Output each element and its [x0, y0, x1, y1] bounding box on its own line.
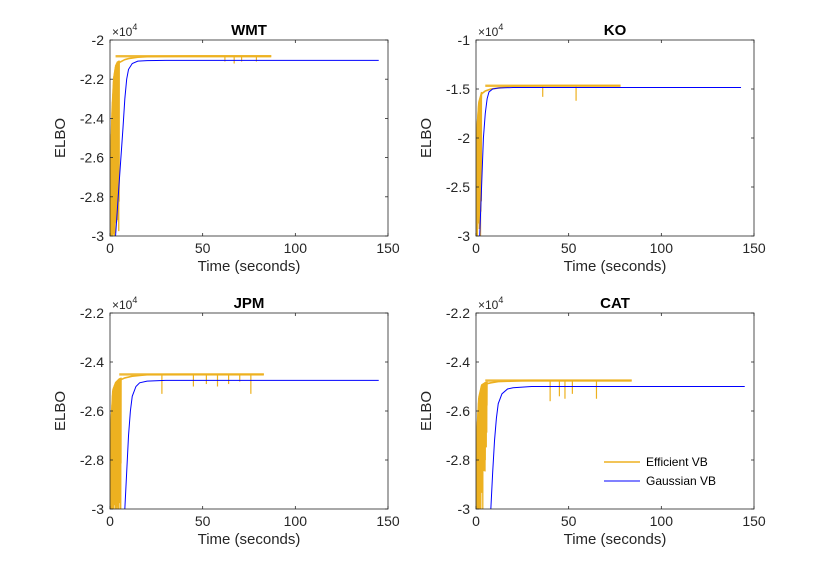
- efficient-vb-plateau-band: [485, 84, 621, 87]
- gaussian-vb-line: [479, 87, 742, 236]
- chart-title: CAT: [600, 295, 630, 312]
- y-tick-label: -2: [458, 130, 471, 146]
- chart-cat: CAT ×104 0 50 100 150 -3 -2.8 -2.6 -2.4 -2.2 Time (…: [418, 295, 766, 548]
- plot-area: [110, 373, 379, 509]
- x-axis-label: Time (seconds): [198, 258, 301, 275]
- gaussian-vb-line: [490, 386, 745, 509]
- chart-jpm: JPM ×104 0 50 100 150 -3 -2.8 -2.6 -2.4 -2.2 Time (…: [52, 295, 400, 548]
- axes-box: [475, 39, 755, 237]
- y-tick-label: -2.4: [446, 354, 470, 370]
- y-tick-label: -2.2: [80, 305, 104, 321]
- axis-multiplier: ×104: [478, 22, 503, 39]
- x-tick-label: 100: [650, 513, 674, 529]
- efficient-vb-line: [110, 55, 272, 236]
- legend-label: Gaussian VB: [646, 474, 716, 488]
- axis-multiplier: ×104: [112, 295, 137, 312]
- x-tick-label: 50: [561, 513, 577, 529]
- axes-box: [109, 312, 389, 510]
- x-axis-label: Time (seconds): [198, 531, 301, 548]
- y-axis-label: ELBO: [52, 391, 69, 431]
- x-tick-label: 0: [472, 240, 480, 256]
- x-tick-label: 150: [376, 513, 400, 529]
- x-tick-label: 150: [376, 240, 400, 256]
- y-tick-label: -2.8: [80, 452, 104, 468]
- axis-multiplier-exponent: 4: [132, 295, 137, 305]
- x-tick-label: 50: [561, 240, 577, 256]
- y-tick-label: -2.6: [80, 403, 104, 419]
- y-tick-label: -3: [92, 501, 105, 517]
- efficient-vb-plateau-band: [485, 379, 632, 382]
- x-axis-label: Time (seconds): [564, 531, 667, 548]
- y-tick-label: -3: [92, 228, 105, 244]
- x-tick-label: 50: [195, 240, 211, 256]
- x-tick-label: 150: [742, 240, 766, 256]
- axis-multiplier-base: ×10: [112, 25, 133, 39]
- legend-box: [598, 449, 744, 495]
- plot-area: [476, 84, 742, 236]
- y-tick-label: -2.6: [446, 403, 470, 419]
- y-axis-label: ELBO: [418, 391, 435, 431]
- efficient-vb-oscillation: [110, 377, 122, 509]
- y-tick-label: -2.6: [80, 150, 104, 166]
- chart-title: JPM: [234, 295, 265, 312]
- y-tick-label: -2.8: [446, 452, 470, 468]
- efficient-vb-plateau-band: [119, 373, 264, 376]
- plot-area: [110, 55, 379, 236]
- y-tick-label: -3: [458, 501, 471, 517]
- x-tick-label: 0: [106, 240, 114, 256]
- x-axis-label: Time (seconds): [564, 258, 667, 275]
- y-tick-label: -2.4: [80, 110, 104, 126]
- axis-multiplier-base: ×10: [112, 298, 133, 312]
- axis-multiplier-exponent: 4: [498, 295, 503, 305]
- axis-multiplier-exponent: 4: [132, 22, 137, 32]
- y-axis-label: ELBO: [52, 118, 69, 158]
- efficient-vb-oscillation: [110, 60, 120, 236]
- y-tick-label: -2.8: [80, 189, 104, 205]
- y-axis-label: ELBO: [418, 118, 435, 158]
- efficient-vb-line: [476, 84, 621, 158]
- gaussian-vb-line: [115, 59, 379, 236]
- y-tick-label: -3: [458, 228, 471, 244]
- axis-multiplier-base: ×10: [478, 298, 499, 312]
- plot-area: [476, 379, 745, 509]
- legend: Efficient VB Gaussian VB: [598, 449, 744, 495]
- x-tick-label: 50: [195, 513, 211, 529]
- x-tick-label: 100: [284, 513, 308, 529]
- axis-multiplier: ×104: [478, 295, 503, 312]
- efficient-vb-oscillation: [476, 381, 488, 509]
- legend-label: Efficient VB: [646, 455, 708, 469]
- y-tick-label: -2: [92, 32, 105, 48]
- chart-wmt: WMT ×104 0 50 100 150 -3 -2.8 -2.6 -2.4 -2.2 -2 Time…: [52, 22, 400, 275]
- axis-multiplier: ×104: [112, 22, 137, 39]
- y-tick-label: -2.5: [446, 179, 470, 195]
- x-tick-label: 100: [284, 240, 308, 256]
- y-tick-label: -2.2: [80, 71, 104, 87]
- y-tick-label: -1: [458, 32, 471, 48]
- x-tick-label: 0: [472, 513, 480, 529]
- axis-multiplier-exponent: 4: [498, 22, 503, 32]
- chart-title: WMT: [231, 22, 267, 39]
- chart-ko: KO ×104 0 50 100 150 -3 -2.5 -2 -1.5 -1 Time (secon…: [418, 22, 766, 275]
- chart-title: KO: [604, 22, 627, 39]
- x-tick-label: 150: [742, 513, 766, 529]
- axes-box: [109, 39, 389, 237]
- efficient-vb-plateau-band: [115, 55, 272, 58]
- gaussian-vb-line: [124, 379, 379, 509]
- x-tick-label: 100: [650, 240, 674, 256]
- y-tick-label: -2.2: [446, 305, 470, 321]
- y-tick-label: -2.4: [80, 354, 104, 370]
- x-tick-label: 0: [106, 513, 114, 529]
- axis-multiplier-base: ×10: [478, 25, 499, 39]
- y-tick-label: -1.5: [446, 81, 470, 97]
